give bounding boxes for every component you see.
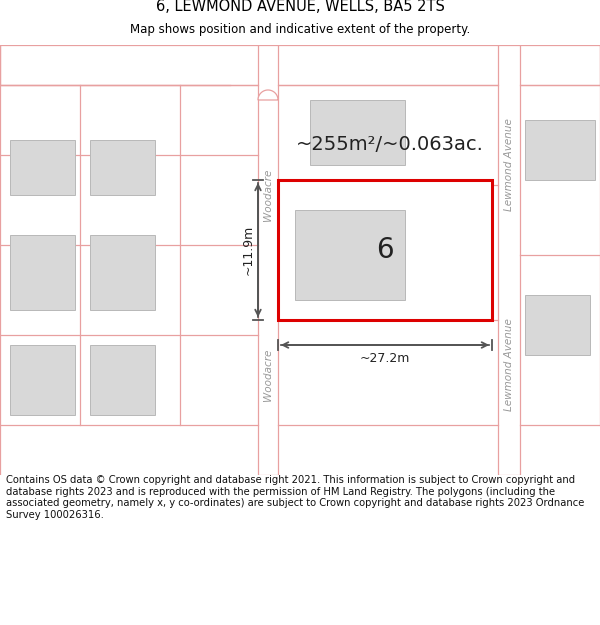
- Bar: [10, 235, 75, 310]
- Bar: [498, 45, 520, 475]
- Text: ~11.9m: ~11.9m: [241, 225, 254, 275]
- Bar: [10, 140, 75, 195]
- Bar: [90, 345, 155, 415]
- Bar: [278, 180, 492, 320]
- Text: Contains OS data © Crown copyright and database right 2021. This information is : Contains OS data © Crown copyright and d…: [6, 475, 584, 520]
- Text: Map shows position and indicative extent of the property.: Map shows position and indicative extent…: [130, 23, 470, 36]
- Text: Lewmond Avenue: Lewmond Avenue: [504, 119, 514, 211]
- Text: Woodacre: Woodacre: [263, 349, 273, 401]
- Text: Lewmond Avenue: Lewmond Avenue: [504, 319, 514, 411]
- Text: 6: 6: [376, 236, 394, 264]
- Polygon shape: [258, 90, 278, 100]
- Bar: [258, 45, 278, 475]
- Bar: [0, 45, 600, 85]
- Text: ~255m²/~0.063ac.: ~255m²/~0.063ac.: [296, 136, 484, 154]
- Text: ~27.2m: ~27.2m: [360, 352, 410, 366]
- Bar: [90, 140, 155, 195]
- Bar: [525, 295, 590, 355]
- Text: 6, LEWMOND AVENUE, WELLS, BA5 2TS: 6, LEWMOND AVENUE, WELLS, BA5 2TS: [155, 0, 445, 14]
- Bar: [295, 210, 405, 300]
- Bar: [310, 240, 400, 300]
- Text: Woodacre: Woodacre: [263, 169, 273, 221]
- Bar: [525, 120, 595, 180]
- Bar: [10, 345, 75, 415]
- Bar: [310, 100, 405, 165]
- Bar: [90, 235, 155, 310]
